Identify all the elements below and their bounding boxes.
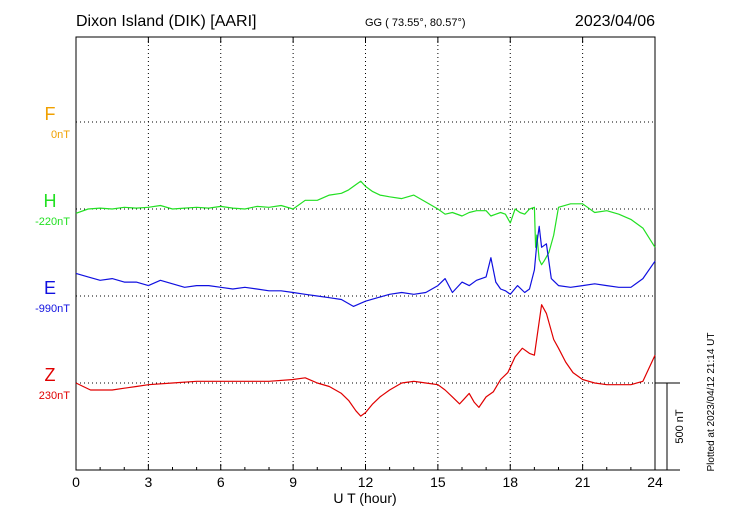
series-line-h (75, 180, 656, 266)
scale-bar: 500 nT (655, 382, 686, 471)
channel-name-z: Z (45, 365, 56, 385)
series-line-e (75, 225, 656, 307)
x-tick-label: 18 (502, 474, 518, 490)
x-tick-label: 24 (647, 474, 663, 490)
channel-baseline-h: -220nT (35, 216, 70, 228)
date-label: 2023/04/06 (575, 13, 655, 30)
coordinates-label: GG ( 73.55°, 80.57°) (365, 17, 466, 29)
scale-bar-label: 500 nT (674, 409, 686, 444)
channel-baseline-z: 230nT (39, 390, 70, 402)
station-title: Dixon Island (DIK) [AARI] (76, 13, 257, 30)
x-axis-label: U T (hour) (333, 490, 396, 506)
series-line-z (75, 304, 656, 417)
channel-name-e: E (44, 278, 56, 298)
x-tick-label: 12 (358, 474, 374, 490)
x-tick-label: 9 (289, 474, 297, 490)
plotted-timestamp: Plotted at 2023/04/12 21:14 UT (706, 333, 717, 472)
x-tick-label: 15 (430, 474, 446, 490)
channel-name-h: H (44, 191, 57, 211)
x-tick-label: 0 (72, 474, 80, 490)
x-tick-label: 3 (144, 474, 152, 490)
channel-baseline-e: -990nT (35, 303, 70, 315)
x-tick-label: 6 (217, 474, 225, 490)
channel-name-f: F (45, 104, 56, 124)
x-tick-label: 21 (575, 474, 591, 490)
channel-baseline-f: 0nT (51, 129, 70, 141)
